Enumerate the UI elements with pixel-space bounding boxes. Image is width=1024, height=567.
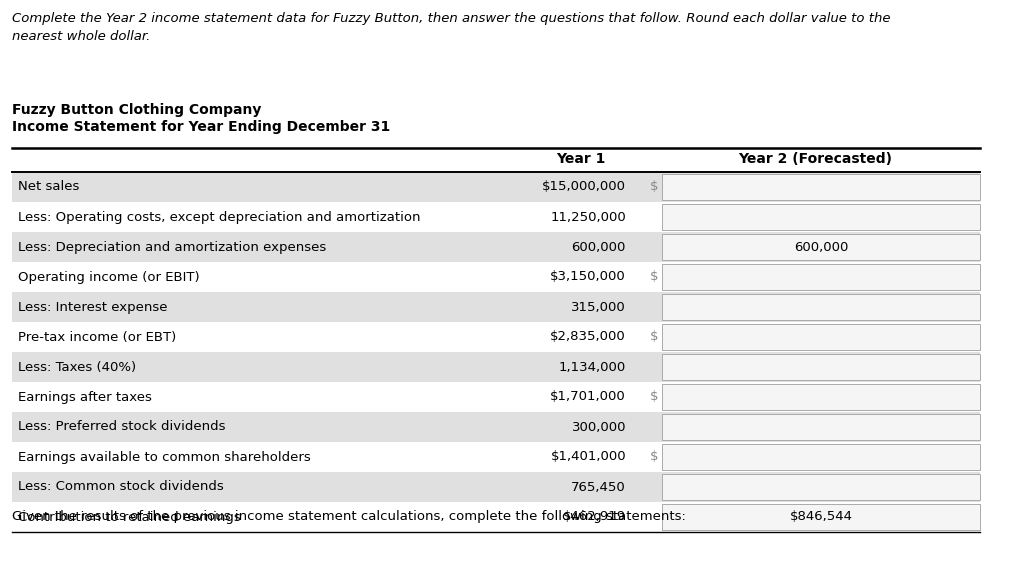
- Bar: [662, 474, 980, 500]
- Text: 600,000: 600,000: [571, 240, 626, 253]
- Text: $: $: [650, 180, 658, 193]
- Text: $3,150,000: $3,150,000: [550, 270, 626, 284]
- Bar: [662, 324, 980, 350]
- Text: Contribution to retained earnings: Contribution to retained earnings: [18, 510, 241, 523]
- Text: 315,000: 315,000: [571, 301, 626, 314]
- Text: Pre-tax income (or EBT): Pre-tax income (or EBT): [18, 331, 176, 344]
- Text: Less: Taxes (40%): Less: Taxes (40%): [18, 361, 136, 374]
- Text: nearest whole dollar.: nearest whole dollar.: [12, 30, 151, 43]
- Text: $: $: [650, 270, 658, 284]
- Text: 1,134,000: 1,134,000: [559, 361, 626, 374]
- Text: 600,000: 600,000: [794, 240, 848, 253]
- Bar: [662, 384, 980, 410]
- Bar: [12, 412, 980, 442]
- Text: Given the results of the previous income statement calculations, complete the fo: Given the results of the previous income…: [12, 510, 686, 523]
- Bar: [662, 174, 980, 200]
- Text: Less: Preferred stock dividends: Less: Preferred stock dividends: [18, 421, 225, 434]
- Text: $846,544: $846,544: [790, 510, 853, 523]
- Text: Less: Depreciation and amortization expenses: Less: Depreciation and amortization expe…: [18, 240, 327, 253]
- Bar: [662, 204, 980, 230]
- Text: Operating income (or EBIT): Operating income (or EBIT): [18, 270, 200, 284]
- Text: $: $: [650, 451, 658, 463]
- Text: 765,450: 765,450: [571, 480, 626, 493]
- Bar: [662, 444, 980, 470]
- Bar: [662, 504, 980, 530]
- Text: Complete the Year 2 income statement data for Fuzzy Button, then answer the ques: Complete the Year 2 income statement dat…: [12, 12, 891, 25]
- Text: Less: Interest expense: Less: Interest expense: [18, 301, 168, 314]
- Text: Fuzzy Button Clothing Company: Fuzzy Button Clothing Company: [12, 103, 261, 117]
- Text: Less: Common stock dividends: Less: Common stock dividends: [18, 480, 224, 493]
- Text: Earnings after taxes: Earnings after taxes: [18, 391, 152, 404]
- Bar: [12, 292, 980, 322]
- Text: Less: Operating costs, except depreciation and amortization: Less: Operating costs, except depreciati…: [18, 210, 421, 223]
- Bar: [662, 264, 980, 290]
- Text: 300,000: 300,000: [571, 421, 626, 434]
- Text: $2,835,000: $2,835,000: [550, 331, 626, 344]
- Text: Net sales: Net sales: [18, 180, 80, 193]
- Bar: [662, 414, 980, 440]
- Bar: [12, 232, 980, 262]
- Bar: [662, 354, 980, 380]
- Text: $1,701,000: $1,701,000: [550, 391, 626, 404]
- Bar: [12, 352, 980, 382]
- Text: Earnings available to common shareholders: Earnings available to common shareholder…: [18, 451, 310, 463]
- Text: $: $: [650, 391, 658, 404]
- Text: $15,000,000: $15,000,000: [542, 180, 626, 193]
- Text: Year 2 (Forecasted): Year 2 (Forecasted): [738, 152, 892, 166]
- Text: Year 1: Year 1: [556, 152, 605, 166]
- Text: Income Statement for Year Ending December 31: Income Statement for Year Ending Decembe…: [12, 120, 390, 134]
- Bar: [12, 472, 980, 502]
- Text: 11,250,000: 11,250,000: [550, 210, 626, 223]
- Bar: [12, 172, 980, 202]
- Bar: [662, 294, 980, 320]
- Text: $: $: [650, 331, 658, 344]
- Text: $1,401,000: $1,401,000: [550, 451, 626, 463]
- Text: $462,919: $462,919: [563, 510, 626, 523]
- Bar: [662, 234, 980, 260]
